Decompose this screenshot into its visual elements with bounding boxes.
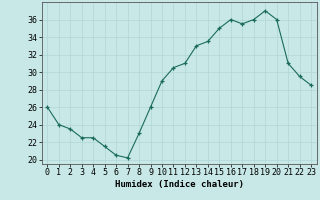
X-axis label: Humidex (Indice chaleur): Humidex (Indice chaleur) (115, 180, 244, 189)
